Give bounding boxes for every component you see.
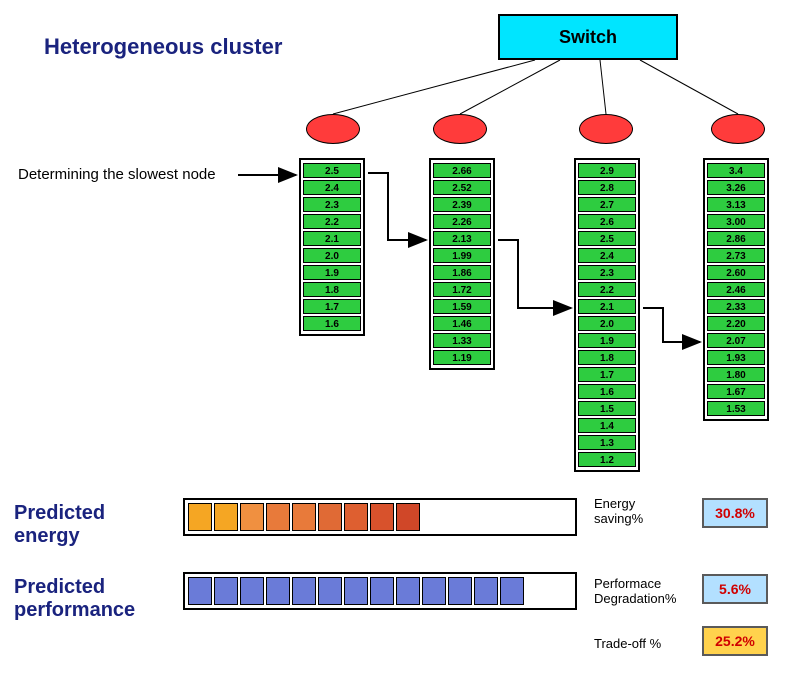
bar-segment — [474, 577, 498, 605]
freq-cell: 2.46 — [707, 282, 765, 297]
predicted-label-1: Predicted performance — [14, 576, 135, 622]
bar-segment — [292, 577, 316, 605]
metric-label-2: Trade-off % — [594, 636, 661, 651]
bar-segment — [318, 503, 342, 531]
freq-cell: 2.39 — [433, 197, 491, 212]
freq-cell: 2.26 — [433, 214, 491, 229]
node-oval-3 — [711, 114, 765, 144]
freq-cell: 3.00 — [707, 214, 765, 229]
freq-cell: 3.26 — [707, 180, 765, 195]
bar-segment — [370, 503, 394, 531]
metric-label-0: Energy saving% — [594, 496, 643, 526]
freq-cell: 2.1 — [578, 299, 636, 314]
predicted-label-0: Predicted energy — [14, 502, 105, 548]
freq-cell: 1.8 — [303, 282, 361, 297]
bar-segment — [240, 503, 264, 531]
freq-cell: 1.33 — [433, 333, 491, 348]
freq-cell: 2.2 — [303, 214, 361, 229]
bar-segment — [344, 577, 368, 605]
bar-segment — [318, 577, 342, 605]
bar-segment — [422, 577, 446, 605]
freq-cell: 1.6 — [578, 384, 636, 399]
bar-segment — [188, 503, 212, 531]
freq-cell: 1.19 — [433, 350, 491, 365]
freq-cell: 2.6 — [578, 214, 636, 229]
node-oval-0 — [306, 114, 360, 144]
freq-cell: 1.6 — [303, 316, 361, 331]
freq-stack-2: 2.9 2.8 2.7 2.6 2.5 2.4 2.3 2.2 2.1 2.0 1.9 1.8 1.7 1… — [574, 158, 640, 472]
bar-segment — [240, 577, 264, 605]
bar-container-1 — [183, 572, 577, 610]
bar-segment — [292, 503, 316, 531]
freq-cell: 2.73 — [707, 248, 765, 263]
freq-cell: 2.3 — [578, 265, 636, 280]
freq-cell: 1.59 — [433, 299, 491, 314]
bar-segment — [396, 577, 420, 605]
freq-cell: 1.2 — [578, 452, 636, 467]
freq-cell: 3.13 — [707, 197, 765, 212]
freq-cell: 2.13 — [433, 231, 491, 246]
freq-cell: 2.4 — [578, 248, 636, 263]
bar-segment — [370, 577, 394, 605]
freq-cell: 2.66 — [433, 163, 491, 178]
freq-cell: 2.86 — [707, 231, 765, 246]
freq-stack-3: 3.4 3.26 3.13 3.00 2.86 2.73 2.60 2.46 2.33 2.20 2… — [703, 158, 769, 421]
freq-cell: 1.67 — [707, 384, 765, 399]
bar-segment — [344, 503, 368, 531]
freq-cell: 1.9 — [303, 265, 361, 280]
freq-cell: 1.86 — [433, 265, 491, 280]
metric-box-1: 5.6% — [702, 574, 768, 604]
freq-cell: 2.1 — [303, 231, 361, 246]
switch-box: Switch — [498, 14, 678, 60]
bar-container-0 — [183, 498, 577, 536]
freq-cell: 2.0 — [578, 316, 636, 331]
bar-segment — [188, 577, 212, 605]
bar-segment — [396, 503, 420, 531]
bar-segment — [266, 577, 290, 605]
freq-cell: 2.7 — [578, 197, 636, 212]
freq-cell: 1.7 — [578, 367, 636, 382]
freq-cell: 2.3 — [303, 197, 361, 212]
determining-label: Determining the slowest node — [18, 166, 216, 183]
bar-segment — [448, 577, 472, 605]
page-title: Heterogeneous cluster — [44, 34, 282, 60]
node-oval-1 — [433, 114, 487, 144]
bar-segment — [214, 503, 238, 531]
freq-cell: 1.93 — [707, 350, 765, 365]
node-oval-2 — [579, 114, 633, 144]
freq-stack-0: 2.5 2.4 2.3 2.2 2.1 2.0 1.9 1.8 1.7 1.6 — [299, 158, 365, 336]
freq-cell: 1.4 — [578, 418, 636, 433]
metric-box-2: 25.2% — [702, 626, 768, 656]
freq-cell: 1.9 — [578, 333, 636, 348]
freq-cell: 2.9 — [578, 163, 636, 178]
freq-cell: 2.5 — [578, 231, 636, 246]
freq-cell: 3.4 — [707, 163, 765, 178]
freq-cell: 1.7 — [303, 299, 361, 314]
freq-cell: 2.07 — [707, 333, 765, 348]
freq-cell: 2.0 — [303, 248, 361, 263]
freq-cell: 2.52 — [433, 180, 491, 195]
freq-cell: 2.5 — [303, 163, 361, 178]
switch-label: Switch — [559, 27, 617, 48]
freq-cell: 1.72 — [433, 282, 491, 297]
freq-cell: 2.20 — [707, 316, 765, 331]
freq-stack-1: 2.66 2.52 2.39 2.26 2.13 1.99 1.86 1.72 1.59 1.46… — [429, 158, 495, 370]
freq-cell: 1.46 — [433, 316, 491, 331]
freq-cell: 1.8 — [578, 350, 636, 365]
freq-cell: 1.53 — [707, 401, 765, 416]
metric-label-1: Performace Degradation% — [594, 576, 676, 606]
freq-cell: 2.33 — [707, 299, 765, 314]
freq-cell: 1.3 — [578, 435, 636, 450]
bar-segment — [214, 577, 238, 605]
bar-segment — [500, 577, 524, 605]
bar-segment — [266, 503, 290, 531]
freq-cell: 1.80 — [707, 367, 765, 382]
freq-cell: 2.4 — [303, 180, 361, 195]
freq-cell: 2.60 — [707, 265, 765, 280]
freq-cell: 1.5 — [578, 401, 636, 416]
metric-box-0: 30.8% — [702, 498, 768, 528]
freq-cell: 2.8 — [578, 180, 636, 195]
freq-cell: 2.2 — [578, 282, 636, 297]
freq-cell: 1.99 — [433, 248, 491, 263]
